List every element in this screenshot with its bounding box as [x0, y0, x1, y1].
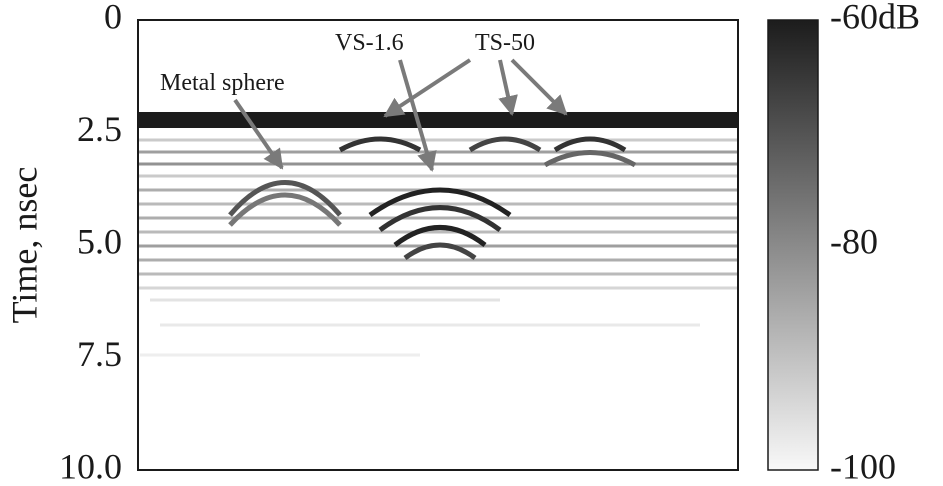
colorbar-tick-label: -60dB — [830, 0, 920, 36]
y-tick-label: 7.5 — [77, 334, 122, 374]
y-tick-label: 0 — [104, 0, 122, 36]
annotation-arrows — [233, 58, 568, 172]
plot-frame — [137, 19, 739, 471]
y-tick-label: 10.0 — [59, 446, 122, 481]
radargram-image — [138, 20, 738, 470]
colorbar-tick-label: -80 — [830, 221, 878, 261]
colorbar-tick-label: -100 — [830, 446, 896, 481]
y-tick-label: 5.0 — [77, 221, 122, 261]
colorbar — [767, 19, 819, 471]
annotation: TS-50 — [475, 30, 535, 56]
y-tick-label: 2.5 — [77, 109, 122, 149]
annotation: VS-1.6 — [335, 30, 404, 56]
annotation: Metal sphere — [160, 70, 285, 96]
y-axis-label: Time, nsec — [4, 167, 44, 324]
